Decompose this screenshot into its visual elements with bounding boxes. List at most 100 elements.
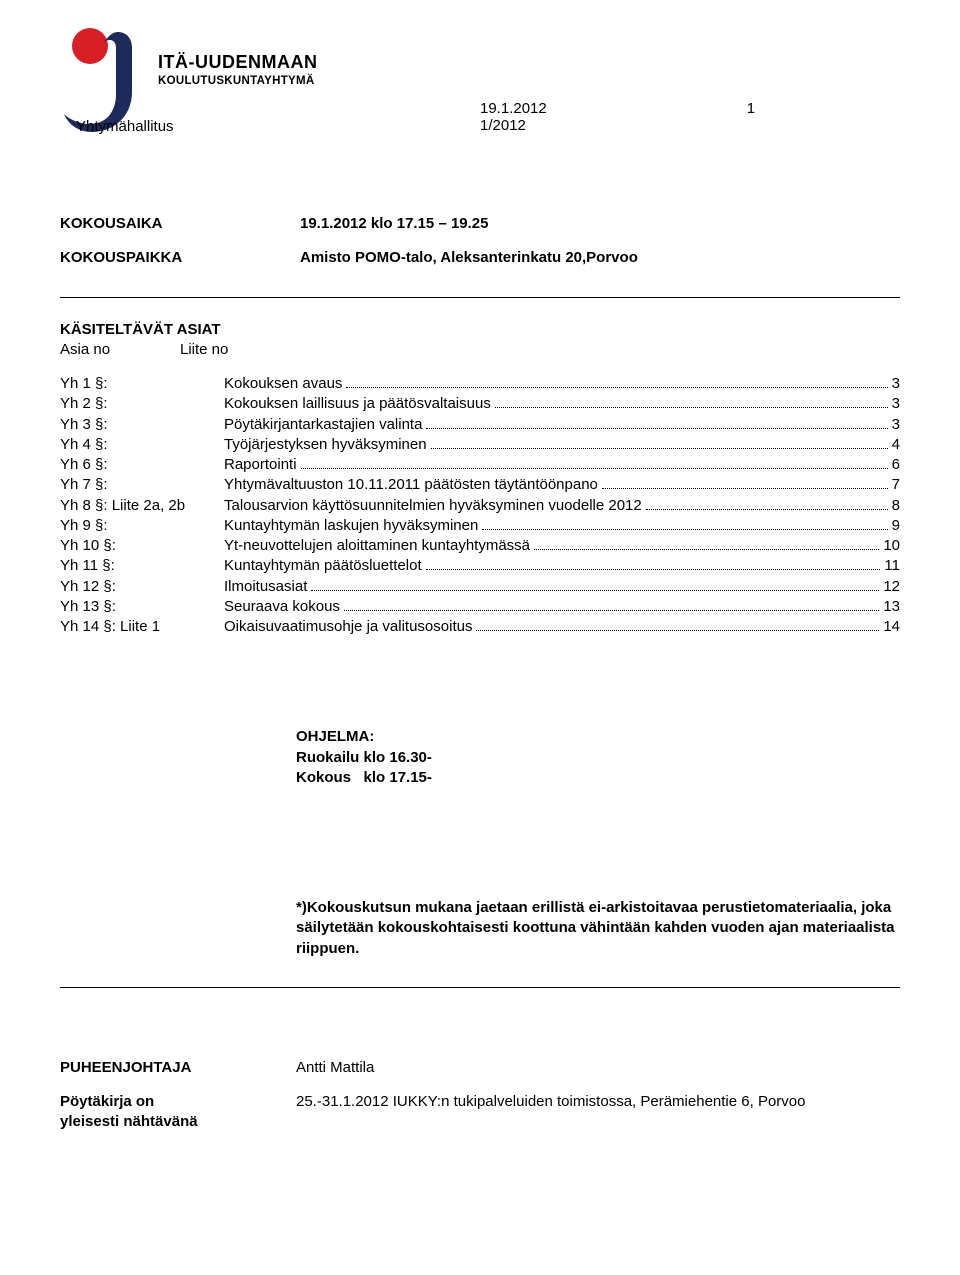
poytakirja-label: Pöytäkirja on yleisesti nähtävänä: [60, 1092, 296, 1133]
toc-key: Yh 13 §:: [60, 597, 224, 617]
toc-page: 9: [892, 516, 900, 536]
toc-leader-dots: [476, 630, 879, 631]
toc-page: 10: [883, 536, 900, 556]
toc-row: Yh 7 §:Yhtymävaltuuston 10.11.2011 päätö…: [60, 475, 900, 495]
toc-page: 14: [883, 617, 900, 637]
toc-title: Työjärjestyksen hyväksyminen: [224, 435, 427, 455]
toc-key: Yh 11 §:: [60, 556, 224, 576]
toc-page: 7: [892, 475, 900, 495]
kokousaika-label: KOKOUSAIKA: [60, 214, 300, 234]
doc-date: 19.1.2012: [480, 100, 547, 117]
toc-leader-dots: [602, 488, 888, 489]
toc-title: Pöytäkirjantarkastajien valinta: [224, 415, 422, 435]
puheenjohtaja-row: PUHEENJOHTAJA Antti Mattila: [60, 1058, 900, 1078]
poytakirja-label-line2: yleisesti nähtävänä: [60, 1112, 296, 1132]
session-number: 1/2012: [480, 117, 755, 134]
org-subtitle: KOULUTUSKUNTAYHTYMÄ: [158, 75, 317, 87]
toc-row: Yh 10 §:Yt-neuvottelujen aloittaminen ku…: [60, 536, 900, 556]
table-of-contents: Yh 1 §:Kokouksen avaus3Yh 2 §:Kokouksen …: [60, 374, 900, 637]
toc-key: Yh 3 §:: [60, 415, 224, 435]
page-container: ITÄ-UUDENMAAN KOULUTUSKUNTAYHTYMÄ 19.1.2…: [0, 0, 960, 1275]
footer: PUHEENJOHTAJA Antti Mattila Pöytäkirja o…: [60, 1058, 900, 1133]
kokousaika-row: KOKOUSAIKA 19.1.2012 klo 17.15 – 19.25: [60, 214, 900, 234]
ohjelma-line1: Ruokailu klo 16.30-: [296, 748, 900, 768]
separator-top: [60, 297, 900, 298]
puheenjohtaja-label: PUHEENJOHTAJA: [60, 1058, 296, 1078]
toc-key: Yh 14 §: Liite 1: [60, 617, 224, 637]
poytakirja-row: Pöytäkirja on yleisesti nähtävänä 25.-31…: [60, 1092, 900, 1133]
toc-key: Yh 9 §:: [60, 516, 224, 536]
toc-title: Kokouksen avaus: [224, 374, 342, 394]
date-block: 19.1.2012 1 1/2012: [480, 100, 755, 134]
kokouspaikka-row: KOKOUSPAIKKA Amisto POMO-talo, Aleksante…: [60, 248, 900, 268]
toc-row: Yh 11 §:Kuntayhtymän päätösluettelot 11: [60, 556, 900, 576]
org-name: ITÄ-UUDENMAAN: [158, 52, 317, 73]
toc-key: Yh 6 §:: [60, 455, 224, 475]
toc-row: Yh 3 §:Pöytäkirjantarkastajien valinta 3: [60, 415, 900, 435]
toc-key: Yh 2 §:: [60, 394, 224, 414]
asiat-heading: KÄSITELTÄVÄT ASIAT: [60, 320, 900, 340]
toc-leader-dots: [482, 529, 887, 530]
poytakirja-label-line1: Pöytäkirja on: [60, 1092, 296, 1112]
kokouspaikka-label: KOKOUSPAIKKA: [60, 248, 300, 268]
toc-page: 3: [892, 374, 900, 394]
toc-page: 11: [884, 556, 900, 576]
toc-leader-dots: [534, 549, 879, 550]
puheenjohtaja-value: Antti Mattila: [296, 1058, 374, 1078]
toc-page: 12: [883, 577, 900, 597]
toc-page: 3: [892, 394, 900, 414]
toc-row: Yh 13 §:Seuraava kokous 13: [60, 597, 900, 617]
toc-title: Seuraava kokous: [224, 597, 340, 617]
toc-row: Yh 6 §:Raportointi 6: [60, 455, 900, 475]
toc-title: Kuntayhtymän päätösluettelot: [224, 556, 422, 576]
board-name: Yhtymähallitus: [76, 118, 174, 135]
toc-title: Kuntayhtymän laskujen hyväksyminen: [224, 516, 478, 536]
poytakirja-value: 25.-31.1.2012 IUKKY:n tukipalveluiden to…: [296, 1092, 805, 1112]
toc-page: 4: [892, 435, 900, 455]
toc-title: Kokouksen laillisuus ja päätösvaltaisuus: [224, 394, 491, 414]
toc-key: Yh 10 §:: [60, 536, 224, 556]
toc-row: Yh 9 §:Kuntayhtymän laskujen hyväksymine…: [60, 516, 900, 536]
body: KOKOUSAIKA 19.1.2012 klo 17.15 – 19.25 K…: [60, 214, 900, 1133]
toc-row: Yh 4 §:Työjärjestyksen hyväksyminen 4: [60, 435, 900, 455]
toc-title: Ilmoitusasiat: [224, 577, 307, 597]
logo-text-block: ITÄ-UUDENMAAN KOULUTUSKUNTAYHTYMÄ: [158, 52, 317, 87]
toc-key: Yh 4 §:: [60, 435, 224, 455]
toc-page: 13: [883, 597, 900, 617]
kokouspaikka-value: Amisto POMO-talo, Aleksanterinkatu 20,Po…: [300, 248, 638, 268]
page-number: 1: [747, 100, 755, 117]
toc-row: Yh 14 §: Liite 1Oikaisuvaatimusohje ja v…: [60, 617, 900, 637]
toc-row: Yh 8 §: Liite 2a, 2bTalousarvion käyttös…: [60, 496, 900, 516]
toc-title: Talousarvion käyttösuunnitelmien hyväksy…: [224, 496, 642, 516]
toc-leader-dots: [301, 468, 888, 469]
toc-row: Yh 1 §:Kokouksen avaus 3: [60, 374, 900, 394]
toc-leader-dots: [426, 428, 887, 429]
toc-leader-dots: [346, 387, 887, 388]
toc-row: Yh 2 §:Kokouksen laillisuus ja päätösval…: [60, 394, 900, 414]
asiat-sub-asia: Asia no: [60, 340, 180, 360]
toc-leader-dots: [426, 569, 881, 570]
toc-page: 3: [892, 415, 900, 435]
asiat-sub-liite: Liite no: [180, 340, 228, 360]
toc-leader-dots: [431, 448, 888, 449]
ohjelma-heading: OHJELMA:: [296, 727, 900, 747]
kokousaika-value: 19.1.2012 klo 17.15 – 19.25: [300, 214, 489, 234]
toc-key: Yh 7 §:: [60, 475, 224, 495]
ohjelma-block: OHJELMA: Ruokailu klo 16.30- Kokous klo …: [296, 727, 900, 788]
toc-row: Yh 12 §:Ilmoitusasiat 12: [60, 577, 900, 597]
toc-key: Yh 1 §:: [60, 374, 224, 394]
toc-title: Oikaisuvaatimusohje ja valitusosoitus: [224, 617, 472, 637]
toc-key: Yh 8 §: Liite 2a, 2b: [60, 496, 224, 516]
asiat-subheading-row: Asia no Liite no: [60, 340, 900, 360]
toc-page: 6: [892, 455, 900, 475]
toc-leader-dots: [344, 610, 879, 611]
toc-title: Raportointi: [224, 455, 297, 475]
toc-title: Yhtymävaltuuston 10.11.2011 päätösten tä…: [224, 475, 598, 495]
toc-leader-dots: [311, 590, 879, 591]
toc-leader-dots: [495, 407, 888, 408]
ohjelma-line2: Kokous klo 17.15-: [296, 768, 900, 788]
separator-bottom: [60, 987, 900, 988]
toc-leader-dots: [646, 509, 888, 510]
toc-key: Yh 12 §:: [60, 577, 224, 597]
footnote-text: *)Kokouskutsun mukana jaetaan erillistä …: [296, 898, 896, 959]
